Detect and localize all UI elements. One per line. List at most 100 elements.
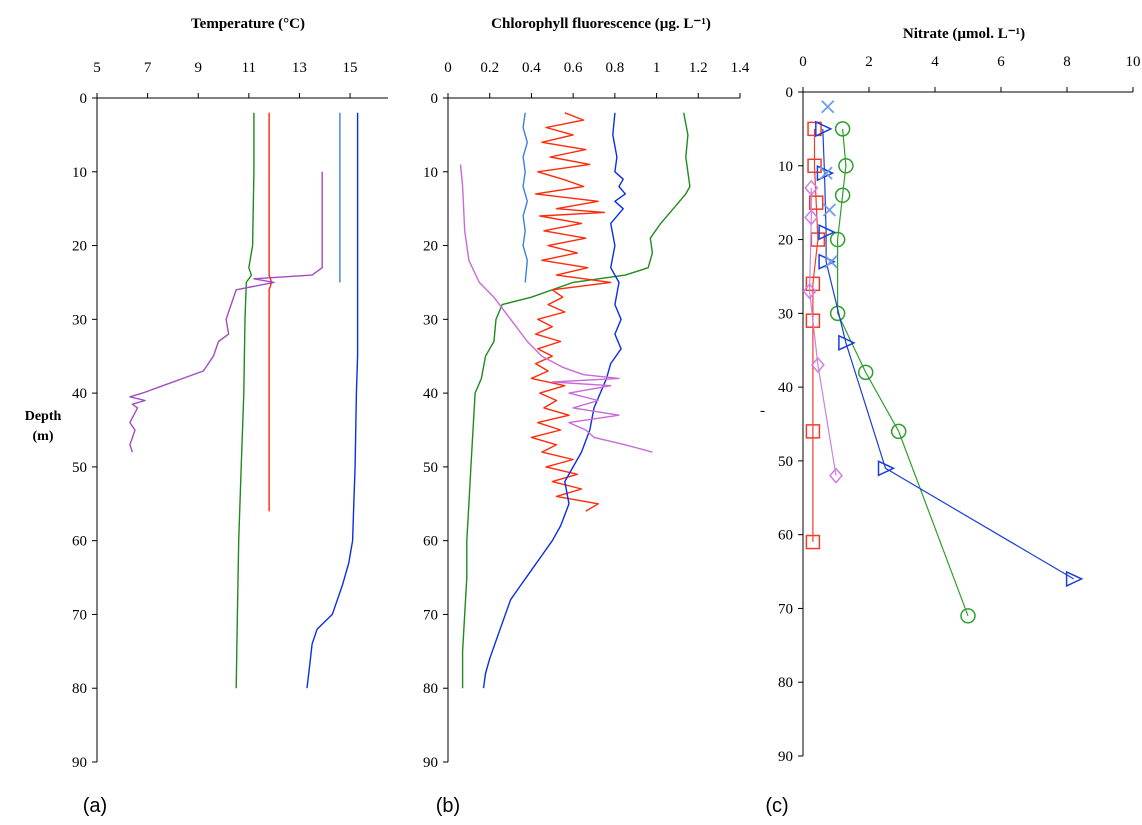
x-tick-label: 0.6 [564, 60, 583, 76]
data-point-square [805, 424, 821, 439]
data-point-x [819, 166, 833, 180]
data-point-square [805, 534, 821, 550]
x-tick-label: 1 [653, 60, 661, 76]
y-tick-label: 90 [778, 749, 793, 765]
series-line-blue [482, 112, 626, 689]
x-tick-label: 0 [799, 54, 807, 70]
y-tick-label: 70 [423, 607, 438, 623]
data-point-x [824, 255, 838, 269]
data-point-triangle [1065, 570, 1084, 588]
y-tick-label: 80 [72, 681, 87, 697]
data-point-circle [857, 364, 874, 381]
panel-c-ticks: 0 2 4 6 8 10 0 10 20 30 40 50 60 70 80 90 [778, 54, 1141, 765]
panel-a-title: Temperature (°C) [191, 16, 305, 32]
x-tick-label: 4 [931, 54, 939, 70]
y-tick-label: 90 [423, 755, 438, 771]
x-tick-label: 0.4 [522, 60, 541, 76]
y-tick-label: 10 [72, 165, 87, 181]
panel-c-label: (c) [765, 795, 788, 817]
data-point-diamond [804, 179, 819, 197]
y-tick-label: 30 [778, 306, 793, 322]
x-tick-label: 0 [444, 60, 452, 76]
y-tick-label: 0 [80, 91, 88, 107]
x-tick-label: 1.2 [689, 60, 708, 76]
data-point-square [805, 313, 821, 328]
x-tick-label: 1.4 [731, 60, 750, 76]
data-point-square [807, 121, 822, 137]
x-tick-label: 9 [194, 60, 202, 76]
x-tick-label: 15 [343, 60, 358, 76]
data-point-circle [890, 423, 907, 440]
data-point-circle [834, 121, 851, 137]
panel-b-series [459, 112, 691, 689]
y-tick-label: 80 [778, 675, 793, 691]
y-tick-label: 20 [423, 239, 438, 255]
series-line-nitrate_blue [822, 128, 1074, 580]
y-tick-label: 80 [423, 681, 438, 697]
y-tick-label: 20 [72, 239, 87, 255]
y-tick-label: 40 [778, 380, 793, 396]
panel-b-title: Chlorophyll fluorescence (µg. L⁻¹) [491, 16, 711, 32]
y-tick-label: 50 [72, 460, 87, 476]
panel-c-series [802, 100, 1084, 624]
y-tick-label: 10 [778, 159, 793, 175]
depth-label-line1: Depth [25, 409, 62, 424]
series-line-lightpurple [459, 164, 653, 453]
series-line-green [461, 112, 691, 689]
y-tick-label: 30 [72, 312, 87, 328]
series-line-red [268, 112, 273, 512]
panel-b: Chlorophyll fluorescence (µg. L⁻¹) 0 0.2 0… [423, 16, 750, 817]
series-line-purple [129, 171, 323, 453]
data-point-triangle [877, 460, 896, 477]
stray-mark: - [760, 403, 765, 419]
x-tick-label: 0.8 [605, 60, 624, 76]
panel-a-label: (a) [83, 795, 107, 817]
panel-c: Nitrate (µmol. L⁻¹) 0 2 4 6 8 10 0 10 20 30 40 50 60… [760, 26, 1141, 817]
panel-c-title: Nitrate (µmol. L⁻¹) [903, 26, 1025, 42]
panel-a-series [129, 112, 359, 689]
data-point-circle [829, 231, 846, 248]
data-point-diamond [829, 467, 843, 484]
x-tick-label: 7 [144, 60, 152, 76]
x-tick-label: 6 [997, 54, 1005, 70]
series-line-nitrate_pink [808, 187, 837, 476]
data-point-triangle [838, 334, 856, 352]
y-tick-label: 60 [423, 534, 438, 550]
y-tick-label: 60 [72, 534, 87, 550]
data-point-x [821, 100, 835, 114]
data-point-diamond [810, 356, 825, 374]
data-point-triangle [818, 224, 836, 241]
series-line-lightblue [522, 112, 528, 283]
data-point-triangle [816, 164, 835, 182]
depth-label-line2: (m) [33, 429, 54, 444]
series-line-green [235, 112, 255, 689]
x-tick-label: 8 [1063, 54, 1071, 70]
x-tick-label: 0.2 [480, 60, 499, 76]
y-tick-label: 70 [72, 607, 87, 623]
y-tick-label: 0 [431, 91, 439, 107]
series-line-nitrate_green [837, 128, 969, 617]
series-line-red [530, 112, 612, 512]
y-tick-label: 0 [786, 85, 794, 101]
data-point-circle [838, 158, 854, 174]
data-point-circle [960, 608, 976, 624]
x-tick-label: 5 [93, 60, 101, 76]
y-tick-label: 30 [423, 312, 438, 328]
data-point-circle [829, 305, 846, 322]
y-tick-label: 50 [423, 460, 438, 476]
data-point-square [807, 158, 822, 174]
y-tick-label: 60 [778, 528, 793, 544]
data-point-x [822, 203, 837, 217]
data-point-triangle [815, 120, 833, 138]
x-tick-label: 11 [242, 60, 256, 76]
y-tick-label: 50 [778, 454, 793, 470]
series-line-blue [306, 112, 359, 689]
y-tick-label: 70 [778, 601, 793, 617]
x-tick-label: 2 [865, 54, 873, 70]
x-tick-label: 10 [1126, 54, 1141, 70]
y-tick-label: 20 [778, 233, 793, 249]
panel-b-label: (b) [436, 795, 460, 817]
y-tick-label: 10 [423, 165, 438, 181]
data-point-diamond [804, 209, 819, 226]
